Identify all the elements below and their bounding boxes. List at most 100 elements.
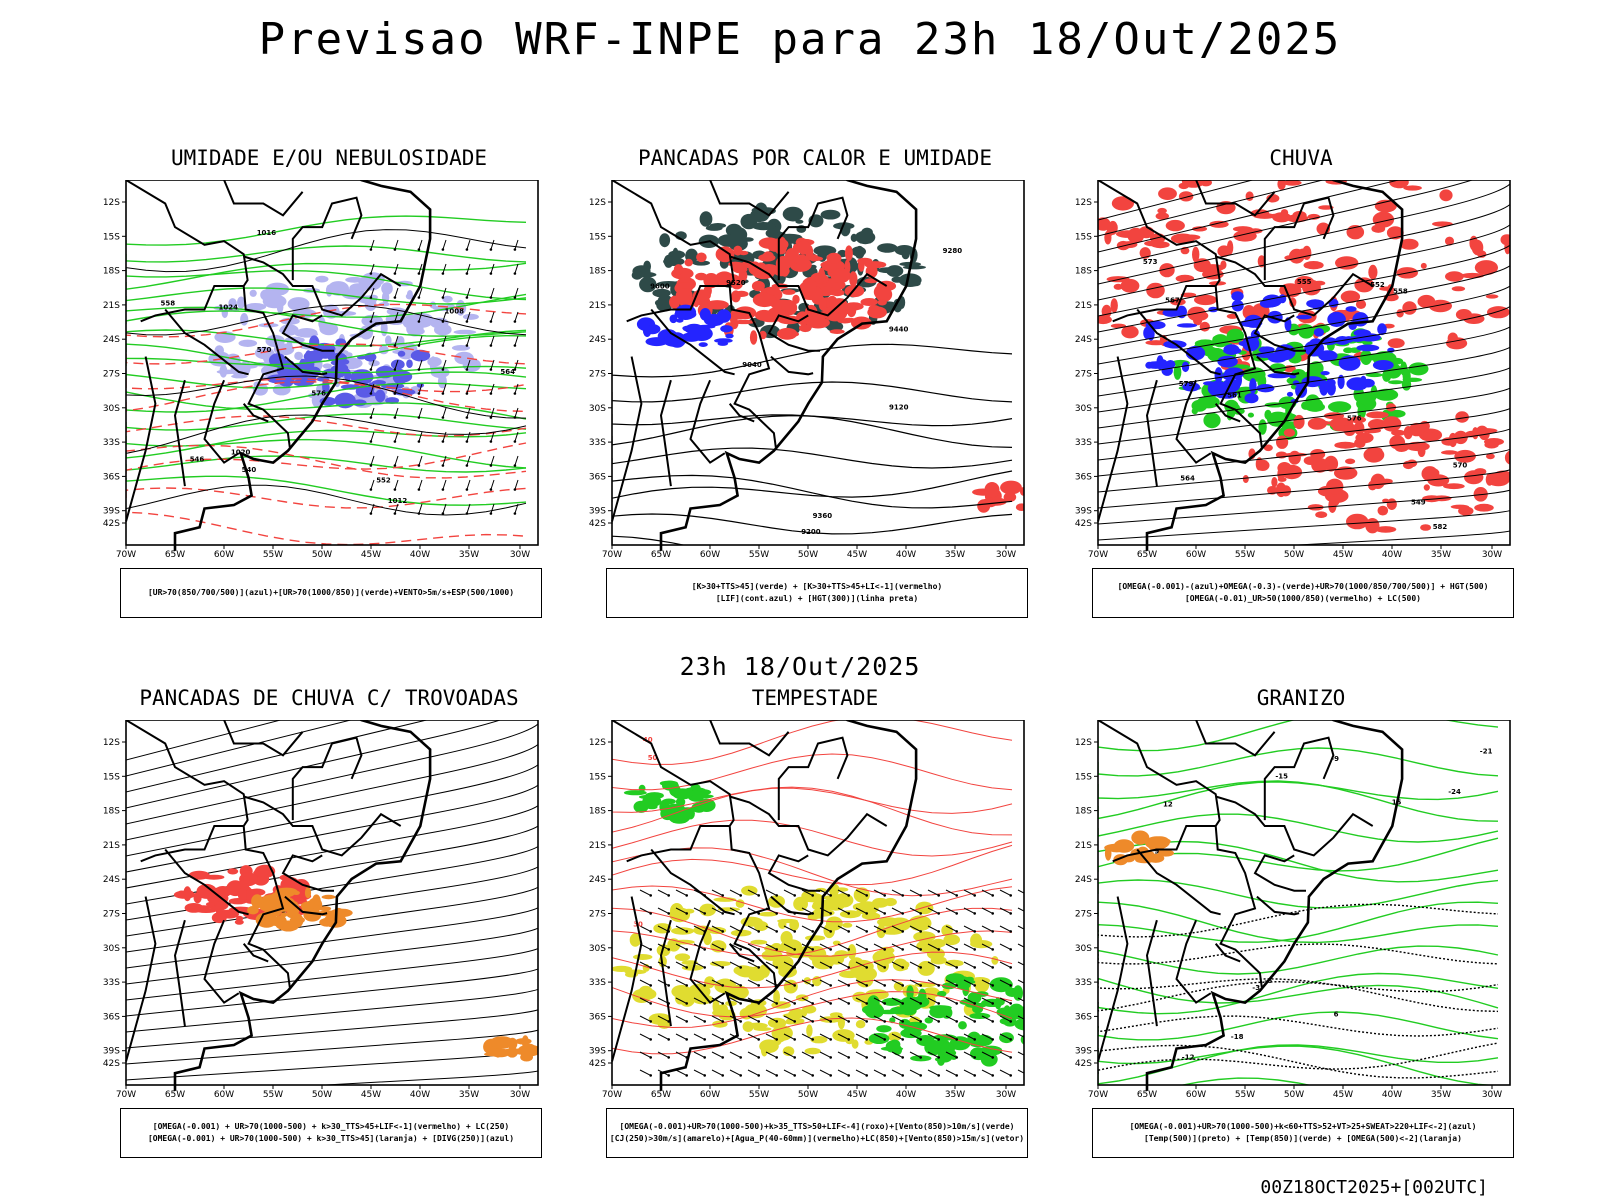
shade-patch: [656, 944, 671, 957]
wind-vector: [657, 961, 669, 968]
lon-label: 65W: [165, 550, 185, 560]
wind-vector: [729, 961, 741, 968]
contour-line: [1098, 1015, 1499, 1037]
contour-line: [612, 986, 1013, 1019]
shade-patch: [783, 979, 798, 994]
streamline: [1288, 528, 1510, 545]
shade-patch: [1214, 367, 1223, 383]
contour-line: [612, 381, 1013, 403]
contour-label: 6: [1334, 1010, 1339, 1018]
shade-patch: [929, 1005, 952, 1011]
wind-vector-head: [417, 272, 421, 275]
wind-vector-head: [955, 1074, 958, 1077]
shade-patch: [177, 890, 186, 899]
contour-line: [1098, 901, 1499, 943]
shade-patch: [714, 338, 733, 344]
shade-patch: [970, 977, 991, 985]
wind-vector-head: [919, 930, 922, 933]
contour-line: [612, 951, 1013, 989]
coastline: [659, 180, 918, 551]
map-frame: [125, 180, 539, 546]
wind-vector-head: [973, 984, 976, 987]
lat-label: 24S: [589, 335, 606, 345]
streamline: [1098, 237, 1510, 333]
wind-vector-head: [793, 930, 796, 933]
contour-line: [1098, 780, 1499, 822]
country-border: [125, 896, 157, 1062]
streamline: [1098, 320, 1510, 397]
contour-line: [126, 391, 527, 420]
lat-label: 18S: [1075, 807, 1092, 817]
middle-title: 23h 18/Out/2025: [679, 652, 921, 681]
map-geography: [1097, 720, 1404, 1091]
wind-vector-head: [1009, 984, 1012, 987]
wind-vector: [729, 979, 741, 986]
shade-patch: [761, 949, 783, 961]
legend-line: [OMEGA(-0.001)+UR>70(1000-500)+k>35_TTS>…: [619, 1122, 1015, 1131]
country-border: [1195, 180, 1276, 217]
wind-vector-head: [417, 296, 421, 299]
wind-vector-head: [513, 320, 517, 323]
wind-vector-head: [901, 966, 904, 969]
contour-label: 546: [190, 456, 205, 464]
wind-vector-head: [901, 1038, 904, 1041]
map-geography: [611, 720, 918, 1091]
contour-line: [1098, 972, 1499, 1015]
shade-patch: [713, 897, 737, 902]
contour-label: -15: [1275, 773, 1288, 781]
lat-label: 33S: [1075, 978, 1092, 988]
wind-vector-head: [973, 1056, 976, 1059]
lat-label: 36S: [589, 472, 606, 482]
shade-patch: [917, 960, 935, 976]
shade-patch: [1032, 995, 1041, 1001]
shade-patch: [725, 333, 734, 339]
streamline: [126, 985, 538, 1033]
wind-vector: [729, 1051, 741, 1058]
wind-vector: [837, 1015, 849, 1022]
shade-patch: [1391, 357, 1404, 365]
wind-vector: [801, 1069, 813, 1076]
shade-patch: [1289, 374, 1297, 379]
shade-patch: [675, 304, 697, 320]
shade-patch: [1307, 398, 1324, 412]
country-border: [173, 919, 186, 1027]
shade-patch: [1024, 1017, 1045, 1026]
contour-label: -9: [1331, 755, 1339, 763]
wind-vector-head: [829, 1002, 832, 1005]
wind-vector-head: [865, 966, 868, 969]
wind-vector-head: [685, 984, 688, 987]
shade-patch: [215, 901, 223, 916]
shade-patch: [1310, 449, 1326, 460]
wind-vector-head: [775, 1056, 778, 1059]
wind-vector: [442, 239, 447, 250]
wind-vector: [873, 997, 885, 1004]
shade-patch: [780, 931, 793, 945]
streamline: [1098, 404, 1510, 461]
lon-label: 30W: [510, 550, 530, 560]
shade-patch: [799, 281, 817, 296]
shade-patch: [703, 932, 712, 946]
lon-label: 60W: [1186, 550, 1206, 560]
contour-label: 1012: [388, 497, 408, 505]
shade-patch: [280, 912, 288, 917]
wind-vector-head: [703, 966, 706, 969]
wind-vector: [765, 1015, 777, 1022]
wind-vector: [639, 997, 651, 1004]
contour-line: [126, 380, 527, 412]
lat-label: 39S: [589, 507, 606, 517]
shade-patch: [853, 966, 877, 982]
wind-vector-head: [739, 948, 742, 951]
shade-patch: [1307, 417, 1327, 430]
wind-vector-head: [757, 1074, 760, 1077]
shade-patch: [659, 233, 671, 248]
contour-line: [1098, 943, 1499, 965]
wind-vector: [963, 997, 975, 1004]
wind-vector-head: [393, 248, 397, 251]
contour-line: [612, 470, 1013, 502]
wind-vector-head: [489, 296, 493, 299]
shade-patch: [1030, 1033, 1050, 1039]
wind-vector-head: [757, 984, 760, 987]
country-border: [611, 896, 643, 1062]
contour-line: [126, 455, 527, 473]
